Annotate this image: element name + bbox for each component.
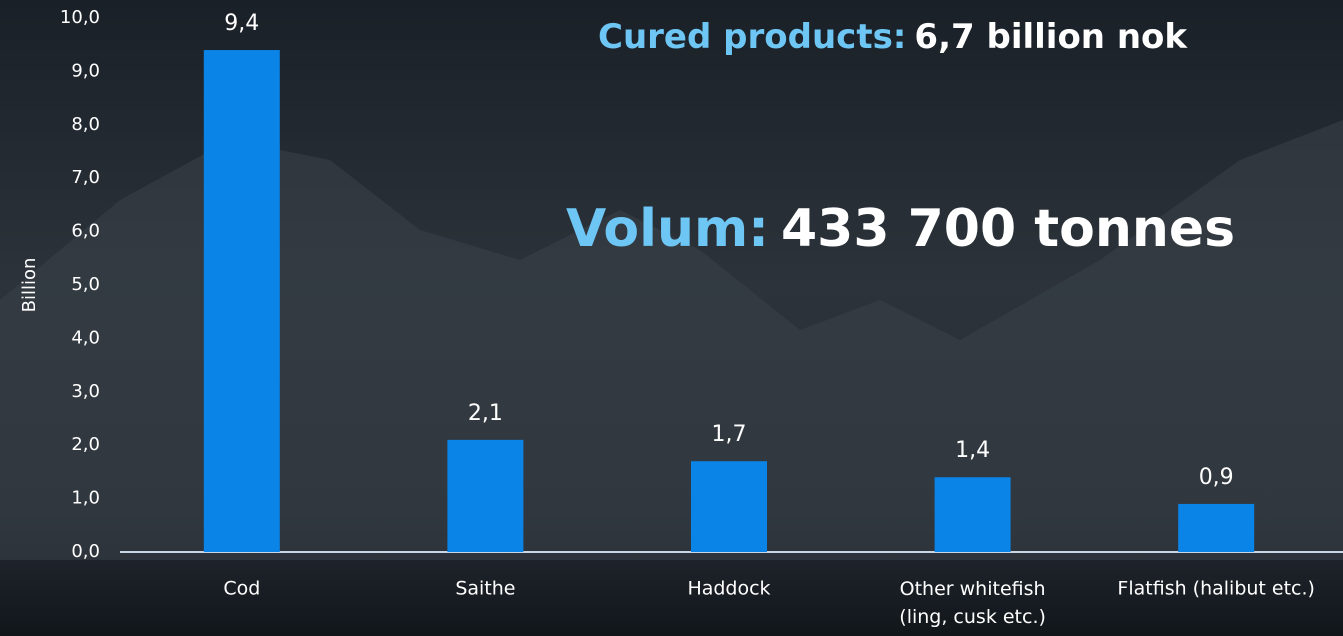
- annotation-text: 6,7 billion nok: [914, 17, 1188, 57]
- annotation-text: 433 700 tonnes: [781, 199, 1235, 259]
- y-tick-label: 8,0: [71, 114, 100, 135]
- value-label: 1,7: [712, 422, 747, 447]
- annotation-lead: Volum:: [566, 199, 769, 259]
- bar: [935, 477, 1011, 552]
- value-label: 1,4: [955, 438, 990, 463]
- bar: [447, 440, 523, 552]
- y-tick-label: 4,0: [71, 327, 100, 348]
- y-tick-label: 2,0: [71, 434, 100, 455]
- annotation: Cured products:6,7 billion nok: [598, 17, 1188, 57]
- bar: [691, 461, 767, 552]
- y-tick-label: 5,0: [71, 274, 100, 295]
- y-tick-label: 10,0: [60, 7, 100, 28]
- page: {"chart_data": {"type": "bar", "y_label"…: [0, 0, 1343, 636]
- x-tick-label: Flatfish (halibut etc.): [1117, 578, 1315, 600]
- value-label: 9,4: [224, 11, 259, 36]
- y-tick-label: 6,0: [71, 221, 100, 242]
- x-tick-label: Haddock: [687, 578, 770, 600]
- y-axis-label: Billion: [19, 258, 40, 313]
- y-tick-label: 3,0: [71, 381, 100, 402]
- x-tick-label: Saithe: [455, 578, 515, 600]
- x-tick-label: Cod: [223, 578, 260, 600]
- y-tick-label: 7,0: [71, 167, 100, 188]
- annotation: Volum:433 700 tonnes: [566, 199, 1235, 259]
- y-tick-label: 1,0: [71, 488, 100, 509]
- y-tick-label: 0,0: [71, 541, 100, 562]
- value-label: 0,9: [1199, 465, 1234, 490]
- annotation-lead: Cured products:: [598, 17, 906, 57]
- bar: [1178, 504, 1254, 552]
- bar: [204, 50, 280, 552]
- value-label: 2,1: [468, 401, 503, 426]
- y-tick-label: 9,0: [71, 60, 100, 81]
- chart: Billion Cured products:6,7 billion nok V…: [0, 0, 1343, 636]
